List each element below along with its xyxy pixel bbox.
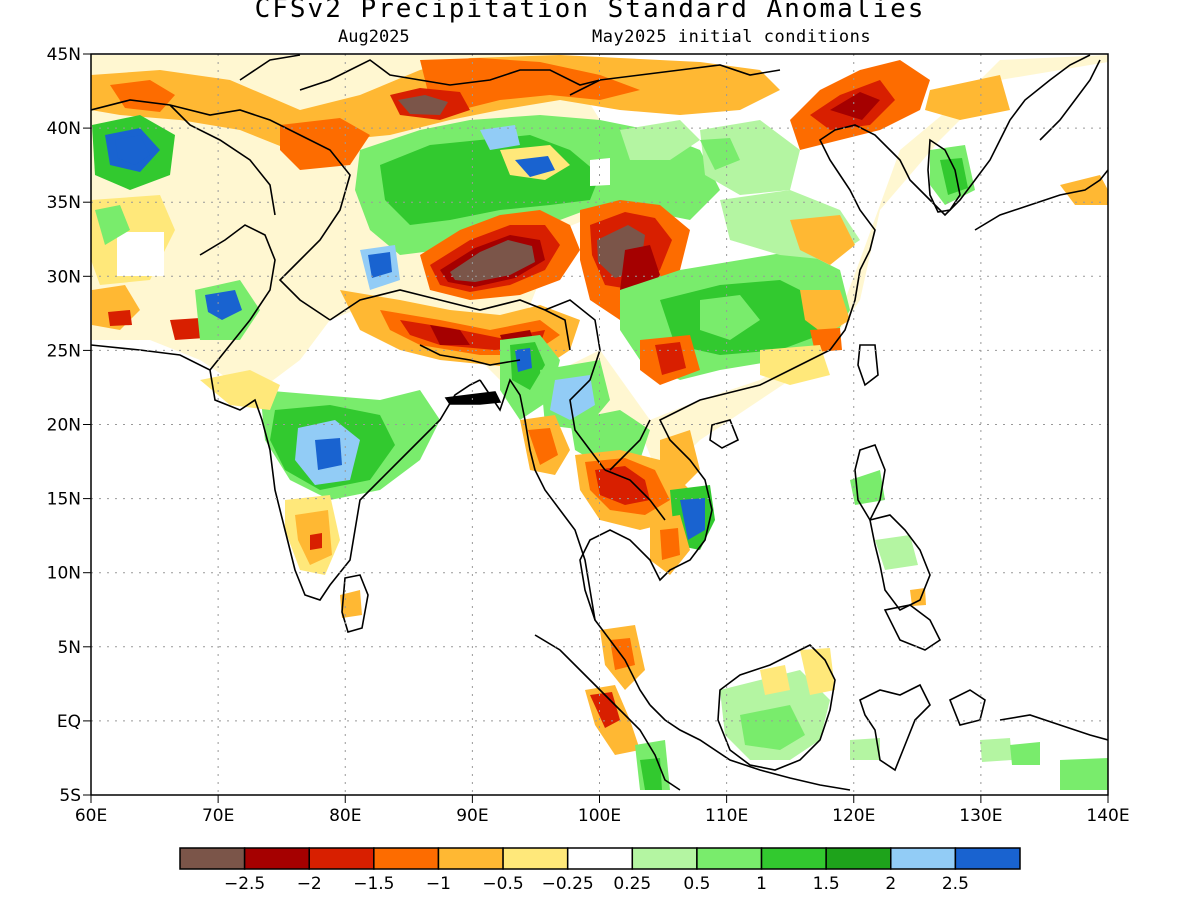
- colorbar-swatch: [373, 847, 440, 870]
- lon-tick-label: 110E: [705, 806, 748, 826]
- colorbar-swatch: [179, 847, 246, 870]
- colorbar-swatch: [760, 847, 827, 870]
- lat-tick-label: 10N: [47, 564, 81, 584]
- colorbar-label: 0.25: [613, 874, 651, 894]
- lat-tick-label: 40N: [47, 119, 81, 139]
- lat-tick-label: 15N: [47, 490, 81, 510]
- lon-tick-label: 60E: [75, 806, 107, 826]
- lat-tick-label: 25N: [47, 341, 81, 361]
- colorbar-label: 1: [756, 874, 767, 894]
- lon-tick-label: 70E: [202, 806, 234, 826]
- map-title: CFSv2 Precipitation Standard Anomalies: [254, 0, 926, 24]
- colorbar: −2.5 −2 −1.5 −1 −0.5 −0.25 0.25 0.5 1 1.5 2 2.5: [179, 847, 1021, 894]
- colorbar-swatch: [954, 847, 1021, 870]
- colorbar-swatch: [825, 847, 892, 870]
- lat-tick-label: 5N: [57, 638, 81, 658]
- coastlines: [91, 54, 1108, 791]
- colorbar-label: −1.5: [353, 874, 394, 894]
- colorbar-label: −0.5: [482, 874, 523, 894]
- colorbar-swatch: [243, 847, 310, 870]
- lon-tick-label: 120E: [832, 806, 875, 826]
- colorbar-swatch: [308, 847, 375, 870]
- colorbar-label: 2.5: [942, 874, 969, 894]
- colorbar-label: −1: [426, 874, 451, 894]
- lon-tick-label: 90E: [456, 806, 488, 826]
- lon-tick-label: 130E: [959, 806, 1002, 826]
- colorbar-label: 0.5: [683, 874, 710, 894]
- lon-tick-label: 140E: [1086, 806, 1129, 826]
- latitude-axis: 45N 40N 35N 30N 25N 20N 15N 10N 5N EQ 5S: [47, 45, 91, 806]
- colorbar-swatch: [502, 847, 569, 870]
- colorbar-label: −2: [297, 874, 322, 894]
- lon-tick-label: 80E: [329, 806, 361, 826]
- initial-conditions-label: May2025 initial conditions: [592, 27, 872, 47]
- lat-tick-label: 35N: [47, 193, 81, 213]
- lat-tick-label: 30N: [47, 267, 81, 287]
- colorbar-label: −0.25: [542, 874, 594, 894]
- colorbar-swatch: [696, 847, 763, 870]
- colorbar-label: 1.5: [813, 874, 840, 894]
- lat-tick-label: EQ: [57, 712, 81, 732]
- colorbar-label: −2.5: [224, 874, 265, 894]
- lat-lon-grid: [91, 54, 1108, 795]
- colorbar-label: 2: [885, 874, 896, 894]
- colorbar-swatch: [437, 847, 504, 870]
- lat-tick-label: 45N: [47, 45, 81, 65]
- colorbar-swatch: [631, 847, 698, 870]
- longitude-axis: 60E 70E 80E 90E 100E 110E 120E 130E 140E: [75, 795, 1130, 826]
- colorbar-swatch: [890, 847, 957, 870]
- lat-tick-label: 5S: [59, 786, 81, 806]
- colorbar-swatch: [566, 847, 634, 870]
- lat-tick-label: 20N: [47, 416, 81, 436]
- valid-month-label: Aug2025: [338, 27, 410, 47]
- lon-tick-label: 100E: [578, 806, 621, 826]
